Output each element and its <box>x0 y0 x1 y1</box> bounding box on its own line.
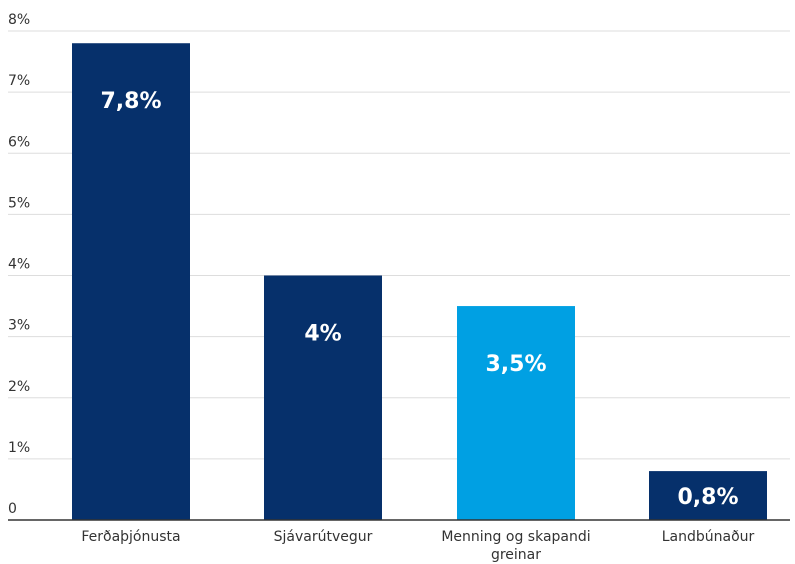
bar <box>649 471 767 520</box>
y-axis-ticks: 0 1% 2% 3% 4% 5% 6% 7% 8% <box>8 12 30 517</box>
y-tick-label: 0 <box>8 501 17 517</box>
x-category-label: Sjávarútvegur <box>274 529 373 545</box>
bar-data-label: 3,5% <box>485 352 546 377</box>
bars: 7,8% 4% 3,5% 0,8% <box>72 43 767 520</box>
bar <box>72 43 190 520</box>
y-tick-label: 1% <box>8 440 30 456</box>
bar <box>457 306 575 520</box>
y-tick-label: 6% <box>8 134 30 150</box>
x-category-label: Menning og skapandi <box>441 529 590 545</box>
y-tick-label: 2% <box>8 379 30 395</box>
bar <box>264 275 382 520</box>
x-axis-categories: Ferðaþjónusta Sjávarútvegur Menning og ska… <box>81 529 754 563</box>
y-tick-label: 3% <box>8 318 30 334</box>
bar-data-label: 4% <box>304 322 341 347</box>
x-category-label: Ferðaþjónusta <box>81 529 180 545</box>
bar-data-label: 0,8% <box>677 485 738 510</box>
x-category-label: greinar <box>491 547 541 563</box>
y-tick-label: 5% <box>8 195 30 211</box>
y-tick-label: 8% <box>8 12 30 28</box>
y-tick-label: 4% <box>8 257 30 273</box>
x-category-label: Landbúnaður <box>662 529 755 545</box>
bar-data-label: 7,8% <box>100 89 161 114</box>
y-tick-label: 7% <box>8 73 30 89</box>
